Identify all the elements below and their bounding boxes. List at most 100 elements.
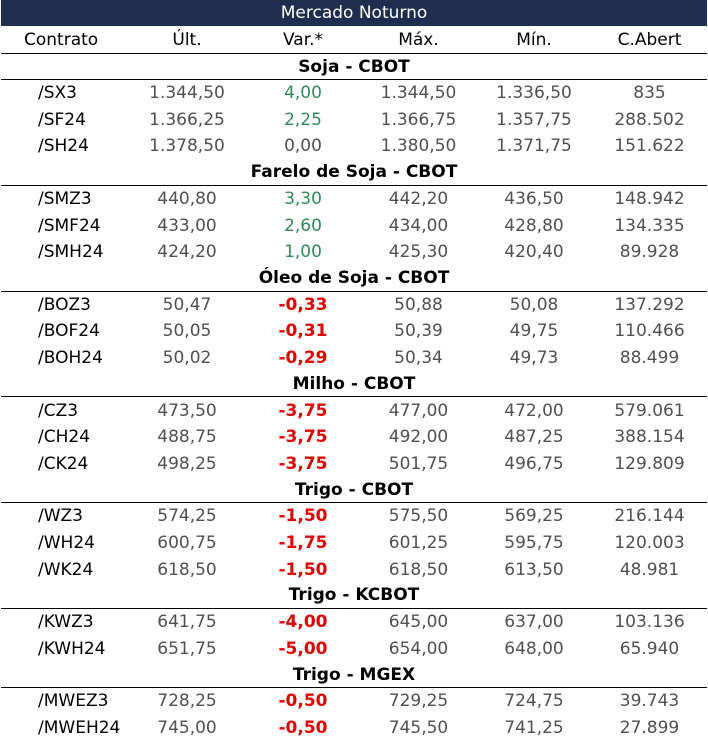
table-row: /CZ3 473,50 -3,75 477,00 472,00 579.061 <box>1 397 707 424</box>
last-price-cell: 1.366,25 <box>149 109 225 130</box>
last-price-cell: 488,75 <box>157 427 217 448</box>
variation-cell: -0,50 <box>278 691 328 712</box>
open-interest-cell: 579.061 <box>614 400 685 421</box>
variation-cell: -4,00 <box>278 612 328 633</box>
variation-cell: -1,50 <box>278 506 328 527</box>
min-price-cell: 648,00 <box>504 638 564 659</box>
header-max: Máx. <box>361 26 476 54</box>
variation-cell: -0,50 <box>278 717 328 738</box>
max-price-cell: 645,00 <box>388 612 449 633</box>
contract-cell: /WK24 <box>38 559 94 580</box>
last-price-cell: 728,25 <box>157 691 217 712</box>
last-price-cell: 1.344,50 <box>149 83 225 104</box>
variation-cell: 3,30 <box>284 189 322 210</box>
table-row: /SX3 1.344,50 4,00 1.344,50 1.336,50 835 <box>1 80 707 107</box>
variation-cell: -0,31 <box>278 321 328 342</box>
open-interest-cell: 110.466 <box>614 321 685 342</box>
variation-cell: -1,75 <box>278 533 328 554</box>
last-price-cell: 1.378,50 <box>149 136 225 157</box>
variation-cell: 2,25 <box>284 109 322 130</box>
section-row: Trigo - KCBOT <box>1 582 707 609</box>
min-price-cell: 1.371,75 <box>496 136 572 157</box>
min-price-cell: 569,25 <box>504 506 564 527</box>
contract-cell: /WH24 <box>38 533 95 554</box>
variation-cell: 2,60 <box>284 215 322 236</box>
open-interest-cell: 288.502 <box>614 109 685 130</box>
min-price-cell: 1.357,75 <box>496 109 572 130</box>
open-interest-cell: 120.003 <box>614 533 685 554</box>
min-price-cell: 50,08 <box>509 294 559 315</box>
contract-cell: /KWZ3 <box>38 612 94 633</box>
section-row: Trigo - MGEX <box>1 662 707 689</box>
min-price-cell: 637,00 <box>504 612 564 633</box>
table-row: /KWZ3 641,75 -4,00 645,00 637,00 103.136 <box>1 608 707 635</box>
contract-cell: /SMZ3 <box>38 189 92 210</box>
open-interest-cell: 151.622 <box>614 136 685 157</box>
contract-cell: /SMH24 <box>38 242 104 263</box>
variation-cell: -5,00 <box>278 638 328 659</box>
header-min: Mín. <box>476 26 592 54</box>
last-price-cell: 433,00 <box>157 215 217 236</box>
max-price-cell: 729,25 <box>388 691 449 712</box>
open-interest-cell: 88.499 <box>619 348 680 369</box>
table-row: /WZ3 574,25 -1,50 575,50 569,25 216.144 <box>1 503 707 530</box>
header-variation: Var.* <box>245 26 361 54</box>
max-price-cell: 442,20 <box>388 189 449 210</box>
last-price-cell: 50,02 <box>162 348 212 369</box>
last-price-cell: 440,80 <box>157 189 217 210</box>
contract-cell: /WZ3 <box>38 506 83 527</box>
last-price-cell: 50,05 <box>162 321 212 342</box>
contract-cell: /CZ3 <box>38 400 79 421</box>
table-row: /CH24 488,75 -3,75 492,00 487,25 388.154 <box>1 424 707 451</box>
contract-cell: /SX3 <box>38 83 77 104</box>
max-price-cell: 654,00 <box>388 638 449 659</box>
table-row: /CK24 498,25 -3,75 501,75 496,75 129.809 <box>1 451 707 478</box>
open-interest-cell: 137.292 <box>614 294 685 315</box>
open-interest-cell: 216.144 <box>614 506 685 527</box>
contract-cell: /CK24 <box>38 453 89 474</box>
table-row: /BOF24 50,05 -0,31 50,39 49,75 110.466 <box>1 318 707 345</box>
variation-cell: 4,00 <box>284 83 322 104</box>
max-price-cell: 575,50 <box>388 506 449 527</box>
max-price-cell: 50,88 <box>394 294 443 315</box>
last-price-cell: 618,50 <box>157 559 217 580</box>
max-price-cell: 1.380,50 <box>380 136 457 157</box>
section-title: Soja - CBOT <box>1 53 707 80</box>
last-price-cell: 600,75 <box>157 533 217 554</box>
min-price-cell: 49,73 <box>509 348 559 369</box>
table-row: /SMF24 433,00 2,60 434,00 428,80 134.335 <box>1 212 707 239</box>
open-interest-cell: 148.942 <box>614 189 685 210</box>
max-price-cell: 50,34 <box>394 348 443 369</box>
min-price-cell: 613,50 <box>504 559 564 580</box>
min-price-cell: 49,75 <box>509 321 559 342</box>
min-price-cell: 496,75 <box>504 453 564 474</box>
table-row: /MWEH24 745,00 -0,50 745,50 741,25 27.899 <box>1 715 707 742</box>
table-row: /WK24 618,50 -1,50 618,50 613,50 48.981 <box>1 556 707 583</box>
open-interest-cell: 388.154 <box>614 427 685 448</box>
open-interest-cell: 134.335 <box>614 215 685 236</box>
section-title: Trigo - MGEX <box>1 662 707 689</box>
section-title: Farelo de Soja - CBOT <box>1 159 707 186</box>
last-price-cell: 651,75 <box>157 638 217 659</box>
last-price-cell: 50,47 <box>162 294 212 315</box>
last-price-cell: 498,25 <box>157 453 217 474</box>
contract-cell: /BOH24 <box>38 348 103 369</box>
max-price-cell: 501,75 <box>388 453 449 474</box>
contract-cell: /BOZ3 <box>38 294 91 315</box>
min-price-cell: 487,25 <box>504 427 564 448</box>
max-price-cell: 425,30 <box>388 242 449 263</box>
variation-cell: -0,33 <box>278 294 328 315</box>
table-row: /BOZ3 50,47 -0,33 50,88 50,08 137.292 <box>1 291 707 318</box>
contract-cell: /KWH24 <box>38 638 106 659</box>
min-price-cell: 436,50 <box>504 189 564 210</box>
min-price-cell: 724,75 <box>504 691 564 712</box>
header-row: Contrato Últ. Var.* Máx. Mín. C.Abert <box>1 26 707 54</box>
max-price-cell: 745,50 <box>388 717 449 738</box>
contract-cell: /MWEZ3 <box>38 691 109 712</box>
section-title: Óleo de Soja - CBOT <box>1 265 707 292</box>
contract-cell: /CH24 <box>38 427 91 448</box>
contract-cell: /SMF24 <box>38 215 101 236</box>
section-title: Milho - CBOT <box>1 371 707 398</box>
open-interest-cell: 65.940 <box>619 638 680 659</box>
